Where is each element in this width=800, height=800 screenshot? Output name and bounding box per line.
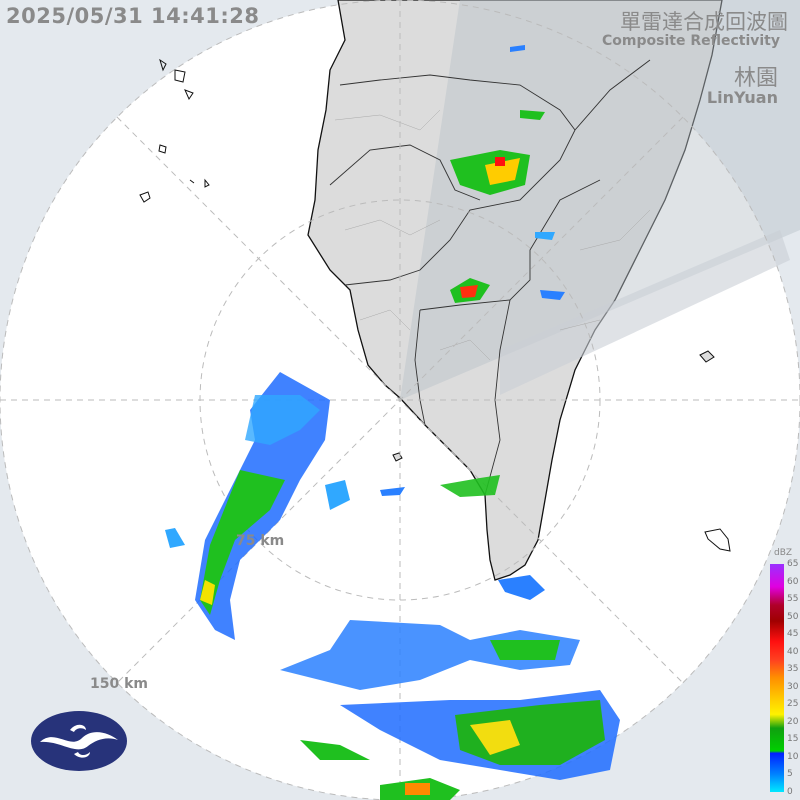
legend-tick: 65 <box>787 559 799 569</box>
station-name-chinese: 林園 <box>733 66 778 91</box>
legend-unit: dBZ <box>774 548 793 558</box>
legend-tick: 5 <box>787 769 793 779</box>
radar-echoes <box>165 45 620 800</box>
ludao-island <box>704 528 731 552</box>
echo-east-2 <box>535 232 555 240</box>
legend-tick: 50 <box>787 611 799 622</box>
echo-south-2-peak <box>470 720 520 755</box>
legend-tick: 55 <box>787 594 799 604</box>
legend-tick: 20 <box>787 716 799 727</box>
echo-north-tiny <box>510 45 525 52</box>
legend-color-bar <box>770 564 784 792</box>
county-borders <box>329 59 651 496</box>
legend-tick: 10 <box>787 751 799 762</box>
lanyu-island <box>699 350 715 363</box>
station-name-english: LinYuan <box>706 88 778 107</box>
legend-tick: 35 <box>787 664 799 674</box>
penghu-islands <box>139 58 210 203</box>
cwa-logo-icon <box>31 711 127 771</box>
echo-mountain-2-core <box>460 285 478 298</box>
echo-south-cape <box>498 575 545 600</box>
beam-blockage-ray <box>500 230 790 395</box>
legend-tick: 60 <box>787 576 799 587</box>
echo-offshore-2 <box>325 480 350 510</box>
echo-south-4-peak <box>405 783 430 795</box>
legend-tick: 15 <box>787 734 799 744</box>
echo-west-band-peak <box>200 580 215 605</box>
echo-south-3 <box>300 740 370 760</box>
legend-tick: 40 <box>787 646 799 657</box>
taiwan-landmass <box>307 0 723 581</box>
echo-pingtung <box>440 475 500 497</box>
echo-south-1 <box>280 620 580 690</box>
echo-north-small <box>520 110 545 120</box>
echo-east-1 <box>540 290 565 300</box>
dbz-legend: dBZ 65 60 55 50 45 40 35 30 25 20 15 10 5 0 <box>768 548 800 800</box>
echo-west-band-core <box>200 470 285 615</box>
legend-tick: 45 <box>787 629 799 639</box>
legend-tick: 30 <box>787 681 799 692</box>
title-chinese: 單雷達合成回波圖 <box>620 10 788 34</box>
ring-label-75km: 75 km <box>236 533 285 549</box>
echo-south-1-core <box>490 640 560 660</box>
timestamp: 2025/05/31 14:41:28 <box>6 4 260 28</box>
echo-west-band-light <box>245 395 320 445</box>
echo-offshore-3 <box>165 528 185 548</box>
legend-tick: 0 <box>787 786 793 797</box>
echo-offshore-1 <box>380 487 405 496</box>
echo-mountain-1-core <box>485 158 520 185</box>
title-english: Composite Reflectivity <box>602 33 780 49</box>
echo-mountain-1-peak <box>495 157 505 166</box>
legend-tick: 25 <box>787 699 799 709</box>
ring-label-150km: 150 km <box>90 676 148 692</box>
